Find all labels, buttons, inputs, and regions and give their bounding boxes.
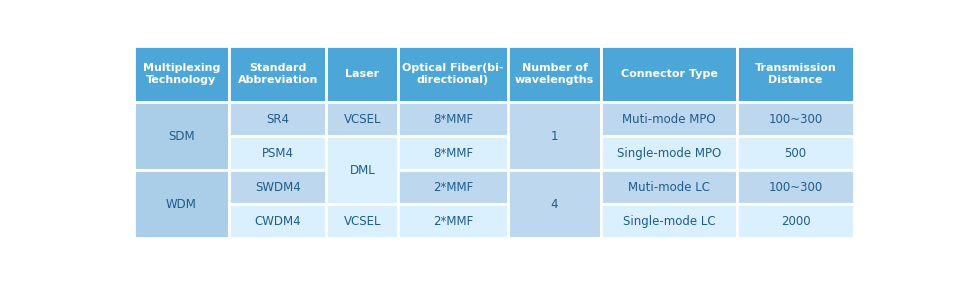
Bar: [602, 46, 736, 103]
Bar: [229, 170, 326, 204]
Bar: [508, 170, 602, 238]
Bar: [398, 170, 508, 204]
Text: DML: DML: [349, 164, 375, 177]
Text: 8*MMF: 8*MMF: [433, 147, 473, 160]
Bar: [134, 170, 229, 238]
Bar: [134, 103, 229, 170]
Bar: [398, 103, 508, 136]
Text: Single-mode LC: Single-mode LC: [623, 215, 715, 228]
Text: VCSEL: VCSEL: [343, 215, 381, 228]
Bar: [736, 46, 854, 103]
Text: SDM: SDM: [168, 130, 195, 143]
Bar: [134, 46, 229, 103]
Text: 2000: 2000: [781, 215, 811, 228]
Text: Standard
Abbreviation: Standard Abbreviation: [237, 63, 318, 85]
Text: Muti-mode LC: Muti-mode LC: [629, 181, 710, 194]
Bar: [736, 136, 854, 170]
Bar: [602, 204, 736, 238]
Bar: [229, 204, 326, 238]
Text: 8*MMF: 8*MMF: [433, 113, 473, 126]
Text: Number of
wavelengths: Number of wavelengths: [515, 63, 594, 85]
Text: 2*MMF: 2*MMF: [433, 181, 473, 194]
Bar: [326, 136, 398, 204]
Text: 100~300: 100~300: [768, 181, 822, 194]
Text: PSM4: PSM4: [261, 147, 294, 160]
Bar: [602, 103, 736, 136]
Bar: [326, 103, 398, 136]
Text: CWDM4: CWDM4: [254, 215, 301, 228]
Bar: [602, 170, 736, 204]
Bar: [398, 136, 508, 170]
Bar: [229, 46, 326, 103]
Text: Connector Type: Connector Type: [621, 69, 717, 79]
Bar: [398, 204, 508, 238]
Text: Optical Fiber(bi-
directional): Optical Fiber(bi- directional): [402, 63, 504, 85]
Text: SR4: SR4: [266, 113, 289, 126]
Bar: [229, 136, 326, 170]
Bar: [508, 46, 602, 103]
Text: 4: 4: [550, 198, 558, 211]
Text: 100~300: 100~300: [768, 113, 822, 126]
Text: Multiplexing
Technology: Multiplexing Technology: [143, 63, 220, 85]
Text: Muti-mode MPO: Muti-mode MPO: [622, 113, 716, 126]
Bar: [602, 136, 736, 170]
Text: 1: 1: [550, 130, 558, 143]
Bar: [736, 103, 854, 136]
Text: Single-mode MPO: Single-mode MPO: [617, 147, 721, 160]
Text: SWDM4: SWDM4: [254, 181, 301, 194]
Bar: [398, 46, 508, 103]
Text: VCSEL: VCSEL: [343, 113, 381, 126]
Text: 2*MMF: 2*MMF: [433, 215, 473, 228]
Bar: [326, 46, 398, 103]
Bar: [736, 170, 854, 204]
Text: 500: 500: [785, 147, 807, 160]
Bar: [326, 204, 398, 238]
Bar: [736, 204, 854, 238]
Text: Laser: Laser: [345, 69, 379, 79]
Text: WDM: WDM: [166, 198, 197, 211]
Text: Transmission
Distance: Transmission Distance: [755, 63, 837, 85]
Bar: [229, 103, 326, 136]
Bar: [508, 103, 602, 170]
